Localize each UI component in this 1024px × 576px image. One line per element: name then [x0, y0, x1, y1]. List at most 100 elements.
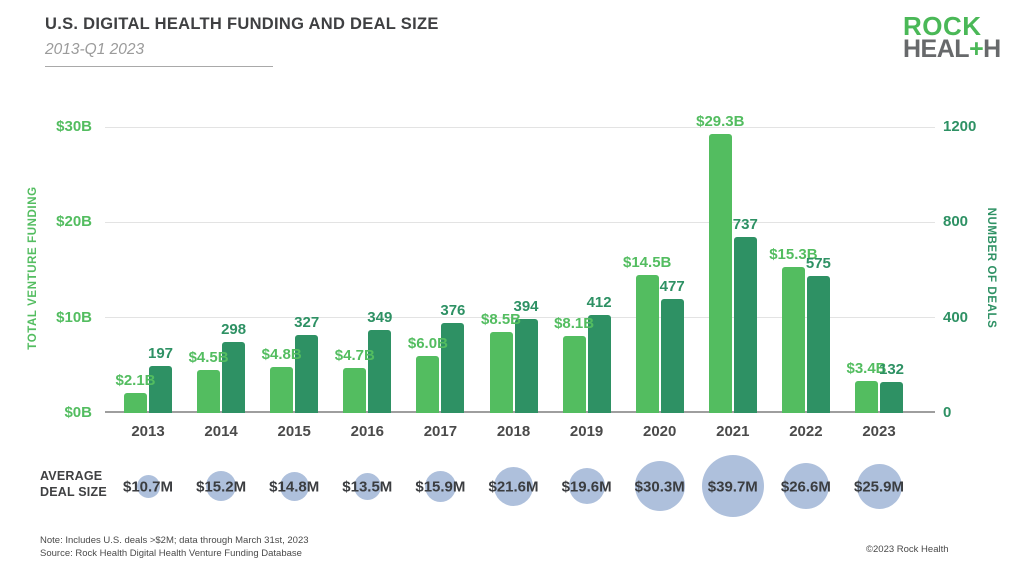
deal-size-bubble: [353, 472, 381, 500]
funding-bar: [124, 392, 147, 413]
deal-size-bubble: [782, 463, 829, 509]
logo-h: H: [983, 35, 1001, 64]
logo-plus-icon: +: [969, 35, 984, 64]
funding-bar: [343, 368, 367, 413]
year-label: 2017: [423, 423, 458, 440]
right-axis-title: NUMBER OF DEALS: [985, 207, 997, 329]
deals-bar: [368, 329, 392, 413]
deals-bar: [514, 319, 538, 413]
logo-rock-text: ROCK: [903, 11, 982, 41]
funding-value-label: $14.5B: [623, 253, 672, 271]
year-label: 2013: [131, 423, 165, 440]
left-axis-tick: $10B: [56, 308, 92, 326]
logo-health-text: HEAL+H: [903, 35, 1001, 64]
deals-bar: [880, 381, 903, 413]
deals-count-label: 477: [659, 278, 685, 296]
deal-size-value: $13.5M: [342, 478, 393, 496]
deal-size-value: $25.9M: [853, 478, 905, 496]
funding-value-label: $29.3B: [696, 112, 745, 130]
year-label: 2021: [716, 423, 750, 440]
deal-size-bubble: [701, 455, 764, 517]
deals-bar: [806, 275, 830, 413]
title-underline: [45, 66, 273, 67]
funding-bar: [855, 380, 878, 413]
page-subtitle: 2013-Q1 2023: [45, 41, 145, 58]
funding-bar: [416, 355, 440, 413]
year-label: 2022: [789, 423, 823, 440]
year-label: 2020: [643, 423, 677, 440]
year-label: 2015: [277, 423, 311, 440]
deal-size-value: $14.8M: [269, 478, 320, 496]
right-axis-tick: 800: [943, 213, 969, 231]
right-axis-tick: 1200: [943, 118, 977, 135]
gridline: [105, 317, 935, 319]
year-label: 2023: [862, 423, 896, 440]
year-label: 2018: [496, 423, 531, 440]
deal-size-value: $39.7M: [707, 478, 758, 496]
funding-value-label: $2.1B: [115, 371, 156, 389]
deals-bar: [733, 237, 757, 413]
deals-count-label: 412: [586, 293, 612, 311]
funding-value-label: $4.8B: [261, 346, 302, 364]
funding-bar: [781, 267, 805, 413]
deals-bar: [295, 335, 319, 413]
average-deal-size-label: AVERAGE DEAL SIZE: [40, 469, 107, 500]
funding-bar: [562, 335, 586, 413]
deals-count-label: 132: [878, 360, 905, 378]
deals-count-label: 298: [221, 320, 247, 338]
deals-count-label: 376: [440, 302, 466, 320]
funding-value-label: $15.3B: [769, 246, 818, 264]
page-title: U.S. DIGITAL HEALTH FUNDING AND DEAL SIZ…: [45, 15, 439, 33]
deal-size-value: $10.7M: [122, 478, 174, 496]
funding-value-label: $4.7B: [334, 347, 375, 365]
deals-count-label: 327: [294, 314, 320, 332]
deals-count-label: 349: [367, 308, 393, 326]
funding-bar: [270, 367, 294, 413]
funding-bar: [635, 274, 659, 413]
left-axis-title: TOTAL VENTURE FUNDING: [27, 186, 39, 350]
year-label: 2019: [569, 423, 604, 440]
deals-count-label: 394: [513, 298, 539, 316]
deals-bar: [660, 299, 684, 413]
deal-size-value: $19.6M: [561, 478, 612, 496]
right-axis-tick: 0: [943, 404, 952, 421]
left-axis-tick: $20B: [56, 213, 92, 231]
deal-size-value: $26.6M: [780, 478, 831, 496]
note-text: Note: Includes U.S. deals >$2M; data thr…: [40, 535, 309, 546]
deals-bar: [441, 323, 465, 413]
deals-count-label: 575: [805, 254, 831, 272]
funding-value-label: $4.5B: [188, 349, 229, 367]
left-axis-tick: $0B: [64, 404, 92, 421]
deals-count-label: 197: [147, 345, 174, 363]
funding-bar: [197, 370, 221, 413]
funding-value-label: $8.1B: [554, 314, 595, 332]
deal-size-bubble: [279, 471, 309, 501]
copyright-text: ©2023 Rock Health: [866, 544, 949, 555]
deals-count-label: 737: [732, 216, 758, 234]
deal-size-bubble: [494, 466, 533, 506]
deal-size-value: $15.9M: [415, 478, 466, 496]
year-label: 2016: [350, 423, 384, 440]
left-axis-tick: $30B: [56, 118, 92, 135]
deals-bar: [587, 314, 611, 413]
right-axis-tick: 400: [943, 308, 969, 326]
deal-size-bubble: [634, 461, 685, 511]
funding-bar: [489, 331, 513, 413]
deal-size-bubble: [568, 468, 605, 504]
funding-value-label: $8.5B: [480, 310, 522, 328]
gridline: [105, 126, 935, 128]
deal-size-value: $30.3M: [634, 478, 685, 496]
deal-size-value: $21.6M: [488, 478, 539, 496]
logo-heal: HEAL: [903, 35, 970, 64]
year-label: 2014: [204, 423, 238, 440]
funding-value-label: $3.4B: [846, 359, 887, 377]
gridline: [105, 221, 935, 223]
deal-size-bubble: [136, 474, 160, 498]
funding-bar: [708, 133, 732, 413]
deals-bar: [222, 341, 246, 413]
deal-size-bubble: [856, 463, 902, 509]
funding-value-label: $6.0B: [407, 334, 448, 352]
deal-size-bubble: [206, 471, 237, 501]
deals-bar: [149, 366, 172, 413]
